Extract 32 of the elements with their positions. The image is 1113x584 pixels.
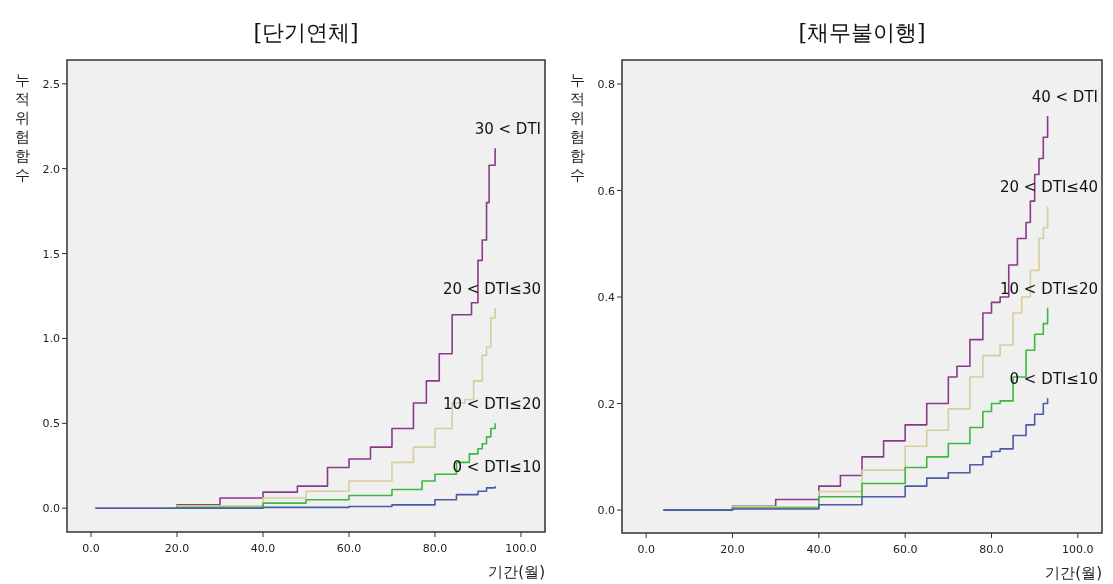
y-tick-label: 0.0	[597, 504, 615, 518]
x-axis-title: 기간(월)	[488, 563, 545, 581]
x-tick-label: 0.0	[637, 543, 655, 556]
x-tick-label: 80.0	[422, 542, 448, 555]
y-axis-title: 누적위험함수	[569, 71, 585, 184]
x-tick-label: 40.0	[806, 543, 832, 556]
y-tick-label: 1.5	[42, 247, 60, 261]
x-tick-label: 20.0	[720, 543, 745, 556]
x-tick-label: 60.0	[892, 543, 918, 556]
y-tick-label: 0.5	[42, 417, 60, 431]
y-tick-label: 2.0	[42, 162, 60, 176]
series-label: 10 < DTI≤20	[443, 395, 541, 414]
y-tick-label: 0.6	[597, 184, 615, 198]
x-tick-label: 20.0	[164, 542, 190, 555]
y-tick-label: 0.0	[42, 502, 60, 516]
x-tick-label: 80.0	[979, 543, 1004, 556]
y-tick-label: 1.0	[42, 332, 60, 346]
y-tick-label: 0.4	[597, 291, 615, 305]
y-tick-label: 0.2	[597, 397, 615, 411]
x-tick-label: 40.0	[250, 542, 276, 555]
x-tick-label: 100.0	[505, 542, 537, 555]
chart-title: [단기연체]	[253, 20, 359, 45]
x-tick-label: 60.0	[336, 542, 362, 555]
y-tick-label: 0.8	[597, 77, 615, 91]
series-label: 30 < DTI	[474, 120, 541, 139]
x-axis-title: 기간(월)	[1045, 564, 1102, 582]
y-axis-title: 누적위험함수	[14, 71, 30, 184]
series-label: 40 < DTI	[1031, 87, 1098, 106]
x-tick-label: 100.0	[1062, 543, 1094, 556]
y-tick-label: 2.5	[42, 77, 60, 91]
chart-title: [채무불이행]	[798, 20, 926, 45]
x-tick-label: 0.0	[82, 542, 100, 555]
